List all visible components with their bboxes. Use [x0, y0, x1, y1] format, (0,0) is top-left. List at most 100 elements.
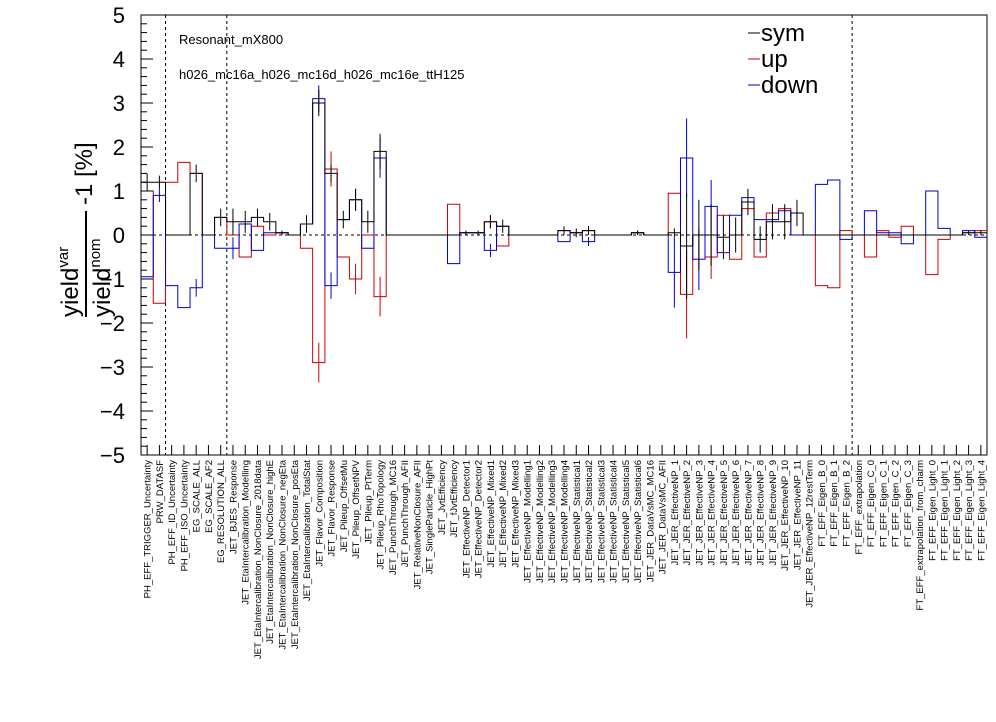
category-label-35: JET_EffectiveNP_Statistical1 [572, 460, 583, 583]
category-label-44: JET_JER_EffectiveNP_2 [682, 460, 693, 565]
svg-text:yieldvar: yieldvar [55, 247, 84, 317]
category-label-50: JET_JER_EffectiveNP_8 [756, 460, 767, 565]
category-label-33: JET_EffectiveNP_Modelling3 [547, 460, 558, 583]
category-label-43: JET_JER_EffectiveNP_1 [670, 460, 681, 565]
y-tick-label: 5 [113, 3, 125, 28]
legend-label-up: up [761, 46, 788, 73]
category-label-20: JET_PunchThrough_MC16 [388, 460, 399, 575]
category-label-7: JET_BJES_Response [228, 460, 239, 554]
category-label-21: JET_PunchThrough_AFII [400, 460, 411, 567]
legend-label-down: down [761, 72, 818, 99]
category-label-55: FT_EFF_Eigen_B_0 [817, 460, 828, 547]
category-label-64: FT_EFF_Eigen_Light_0 [927, 460, 938, 561]
category-label-63: FT_EFF_extrapolation_from_charm [915, 460, 926, 611]
category-label-66: FT_EFF_Eigen_Light_2 [952, 460, 963, 561]
category-label-31: JET_EffectiveNP_Modelling1 [523, 460, 534, 583]
category-label-52: JET_JER_EffectiveNP_10 [780, 460, 791, 571]
category-label-40: JET_EffectiveNP_Statistical6 [633, 460, 644, 583]
category-label-57: FT_EFF_Eigen_B_2 [842, 460, 853, 547]
svg-text:yieldnom: yieldnom [87, 238, 116, 317]
category-label-16: JET_Pileup_OffsetMu [339, 460, 350, 552]
category-label-42: JET_JER_DataVsMC_AFII [658, 460, 669, 574]
y-tick-label: 4 [113, 47, 125, 72]
series-sym [141, 89, 987, 299]
category-label-17: JET_Pileup_OffsetNPV [351, 459, 362, 558]
y-tick-label: 3 [113, 91, 125, 116]
category-label-18: JET_Pileup_PtTerm [363, 460, 374, 544]
y-tick-label: −3 [100, 355, 125, 380]
category-label-0: PH_EFF_TRIGGER_Uncertainty [143, 460, 154, 599]
ylabel-den-text: yield [89, 268, 116, 317]
category-label-25: JET_fJvtEfficiency [449, 460, 460, 538]
category-label-61: FT_EFF_Eigen_C_2 [891, 460, 902, 547]
category-label-13: JET_EtaIntercalibration_TotalStat [302, 460, 313, 601]
category-label-56: FT_EFF_Eigen_B_1 [829, 460, 840, 547]
category-label-59: FT_EFF_Eigen_C_0 [866, 460, 877, 547]
category-label-47: JET_JER_EffectiveNP_5 [719, 460, 730, 565]
annotation-campaign: h026_mc16a_h026_mc16d_h026_mc16e_ttH125 [179, 67, 465, 82]
category-label-51: JET_JER_EffectiveNP_9 [768, 460, 779, 565]
category-label-29: JET_EffectiveNP_Mixed2 [498, 460, 509, 568]
category-label-23: JET_SingleParticle_HighPt [425, 460, 436, 574]
category-label-3: PH_EFF_ISO_Uncertainty [179, 460, 190, 572]
category-label-34: JET_EffectiveNP_Modelling4 [560, 460, 571, 583]
annotation-sample: Resonant_mX800 [179, 32, 283, 47]
category-label-2: PH_EFF_ID_Uncertainty [167, 460, 178, 565]
category-label-8: JET_EtaIntercalibration_Modelling [241, 460, 252, 605]
category-label-54: JET_JER_EffectiveNP_12restTerm [805, 460, 816, 608]
category-label-27: JET_EffectiveNP_Detector2 [474, 460, 485, 578]
category-label-62: FT_EFF_Eigen_C_3 [903, 460, 914, 547]
category-label-9: JET_EtaIntercalibration_NonClosure_2018d… [253, 459, 264, 659]
category-label-14: JET_Flavor_Composition [314, 460, 325, 567]
category-label-19: JET_Pileup_RhoTopology [376, 460, 387, 570]
category-label-46: JET_JER_EffectiveNP_4 [707, 460, 718, 565]
category-label-5: EG_SCALE_AF2 [204, 460, 215, 533]
category-label-6: EG_RESOLUTION_ALL [216, 460, 227, 563]
category-label-22: JET_RelativeNonClosure_AFII [412, 460, 423, 589]
category-label-45: JET_JER_EffectiveNP_3 [694, 460, 705, 565]
category-labels: PH_EFF_TRIGGER_Uncertainty PRW_DATASF PH_E… [143, 459, 988, 659]
category-label-26: JET_EffectiveNP_Detector1 [461, 460, 472, 578]
category-label-41: JET_JER_DataVsMC_MC16 [645, 460, 656, 582]
series-layer [141, 85, 987, 383]
series-down [141, 85, 987, 309]
series-up [141, 151, 987, 383]
category-label-1: PRW_DATASF [155, 460, 166, 524]
y-tick-label: −4 [100, 399, 125, 424]
category-label-39: JET_EffectiveNP_Statistical5 [621, 460, 632, 583]
category-label-48: JET_JER_EffectiveNP_6 [731, 460, 742, 565]
category-label-38: JET_EffectiveNP_Statistical4 [609, 460, 620, 583]
series-sym-line [141, 102, 987, 247]
y-tick-label: −1 [100, 267, 125, 292]
category-label-49: JET_JER_EffectiveNP_7 [743, 460, 754, 565]
y-tick-label: 2 [113, 135, 125, 160]
y-tick-label: 0 [113, 223, 125, 248]
category-label-36: JET_EffectiveNP_Statistical2 [584, 460, 595, 583]
ylabel-den-sup: nom [87, 238, 104, 267]
y-tick-label: −2 [100, 311, 125, 336]
ylabel-suffix: -1 [%] [71, 142, 98, 205]
category-label-65: FT_EFF_Eigen_Light_1 [940, 460, 951, 561]
category-label-68: FT_EFF_Eigen_Light_4 [976, 460, 987, 561]
y-axis-title: yieldvar yieldnom -1 [%] [55, 142, 116, 317]
category-label-67: FT_EFF_Eigen_Light_3 [964, 460, 975, 561]
category-label-60: FT_EFF_Eigen_C_1 [878, 460, 889, 547]
category-label-24: JET_JvtEfficiency [437, 460, 448, 535]
category-label-12: JET_EtaIntercalibration_NonClosure_posEt… [290, 459, 301, 649]
category-label-4: EG_SCALE_ALL [192, 460, 203, 532]
category-label-15: JET_Flavor_Response [327, 460, 338, 557]
category-label-10: JET_EtaIntercalibration_NonClosure_highE [265, 460, 276, 644]
category-label-53: JET_JER_EffectiveNP_11 [792, 460, 803, 570]
series-down-line [141, 98, 987, 309]
y-tick-label: −5 [100, 443, 125, 468]
ylabel-num-text: yield [57, 268, 84, 317]
category-label-30: JET_EffectiveNP_Mixed3 [510, 460, 521, 568]
y-tick-label: 1 [113, 179, 125, 204]
category-label-11: JET_EtaIntercalibration_NonClosure_negEt… [278, 459, 289, 649]
category-label-37: JET_EffectiveNP_Statistical3 [596, 460, 607, 583]
category-label-28: JET_EffectiveNP_Mixed1 [486, 460, 497, 568]
category-label-32: JET_EffectiveNP_Modelling2 [535, 460, 546, 583]
axis-layer: 5 4 3 2 1 0 −1 −2 −3 −4 −5 [100, 3, 982, 468]
